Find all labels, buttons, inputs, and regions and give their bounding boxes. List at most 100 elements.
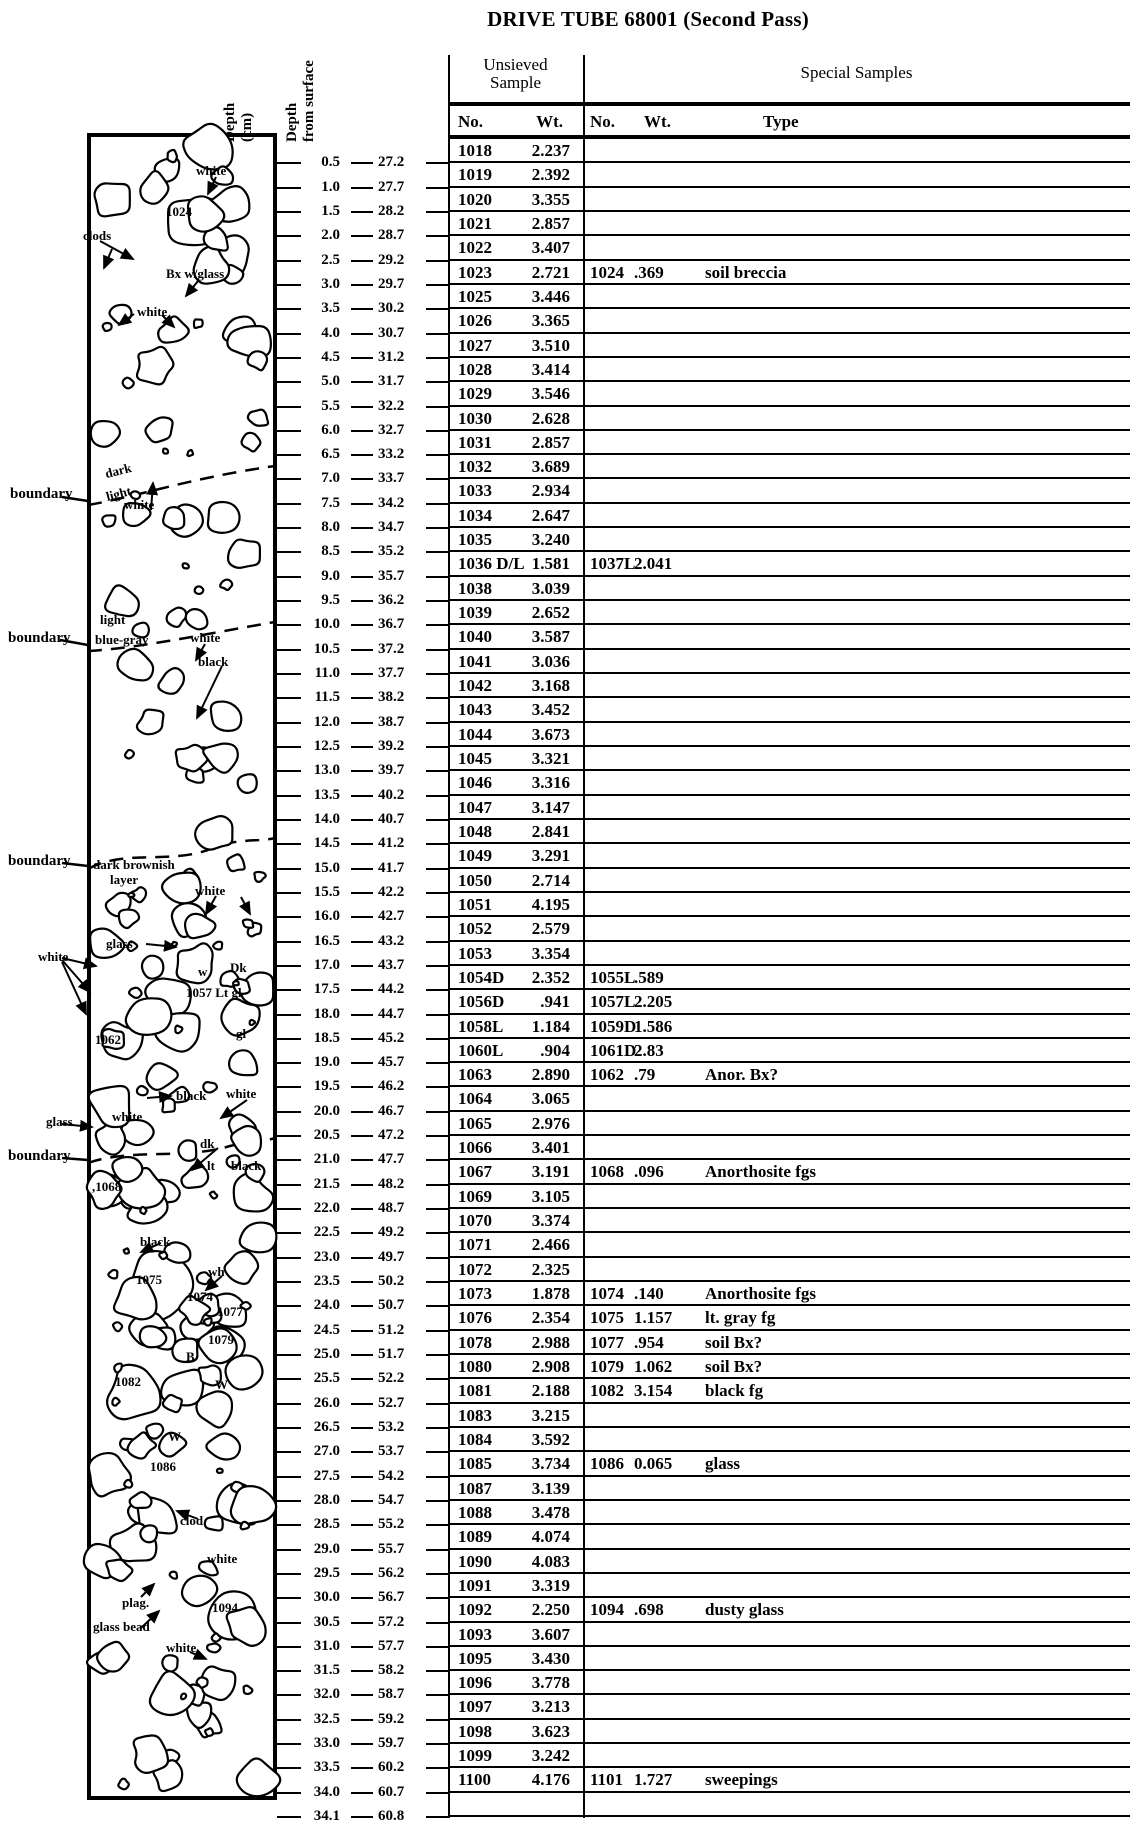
- sketch-label: white: [195, 883, 226, 898]
- tick-mark-left: [277, 1183, 301, 1186]
- tick-mark-right: [426, 162, 448, 165]
- special-type: black fg: [705, 1381, 764, 1401]
- table-row: 1100 4.176 1101 1.727 sweepings: [448, 1768, 1130, 1793]
- tick-mark-left: [277, 1597, 301, 1600]
- depth-surface-value: 36.7: [378, 616, 405, 633]
- unsieved-no: 1064: [458, 1089, 492, 1109]
- tick-dash: [351, 1597, 373, 1600]
- table-row: 1019 2.392: [448, 163, 1130, 188]
- depth-cm-value: 22.0: [313, 1200, 340, 1217]
- depth-cm-value: 33.0: [313, 1735, 340, 1752]
- tick-mark-left: [277, 916, 301, 919]
- unsieved-no: 1018: [458, 141, 492, 160]
- tick-mark-right: [426, 381, 448, 384]
- unsieved-no: 1060L: [458, 1040, 504, 1060]
- tick-mark-left: [277, 1548, 301, 1551]
- unsieved-wt: 3.414: [531, 359, 570, 379]
- unsieved-no: 1084: [458, 1429, 492, 1449]
- depth-tick-row: 6.0 32.7: [0, 422, 450, 440]
- depth-surface-value: 59.2: [378, 1710, 405, 1727]
- unsieved-wt: 3.242: [531, 1746, 570, 1766]
- table-row: 1049 3.291: [448, 844, 1130, 869]
- table-row: 1076 2.354 1075 1.157 lt. gray fg: [448, 1306, 1130, 1331]
- unsieved-wt: 2.352: [531, 967, 570, 987]
- table-row: 1089 4.074: [448, 1525, 1130, 1550]
- tick-mark-left: [277, 1329, 301, 1332]
- unsieved-wt: 2.628: [531, 408, 570, 428]
- tick-mark-right: [426, 527, 448, 530]
- depth-tick-row: 28.0 54.7: [0, 1492, 450, 1510]
- depth-cm-value: 18.0: [313, 1005, 340, 1022]
- unsieved-no: 1069: [458, 1186, 492, 1206]
- depth-tick-row: 12.0 38.7: [0, 714, 450, 732]
- special-type: dusty glass: [705, 1600, 784, 1620]
- table-row: 1036 D/L 1.581 1037L 2.041: [448, 552, 1130, 577]
- table-row: [448, 1793, 1130, 1818]
- unsieved-wt: 3.139: [531, 1478, 570, 1498]
- sketch-label: 1057 Lt gl: [186, 985, 242, 1000]
- tick-mark-left: [277, 1354, 301, 1356]
- table-row: 1039 2.652: [448, 601, 1130, 626]
- unsieved-no: 1058L: [458, 1016, 504, 1036]
- depth-surface-value: 37.2: [378, 640, 405, 657]
- depth-surface-value: 55.2: [378, 1516, 405, 1533]
- depth-tick-row: 22.5 49.2: [0, 1224, 450, 1242]
- tick-dash: [351, 721, 373, 724]
- depth-tick-row: 3.0 29.7: [0, 276, 450, 294]
- tick-mark-right: [426, 210, 448, 213]
- table-row: 1090 4.083: [448, 1550, 1130, 1574]
- tick-mark-right: [426, 1816, 448, 1819]
- depth-cm-value: 21.5: [313, 1175, 340, 1192]
- tick-dash: [351, 916, 373, 919]
- tick-mark-right: [426, 770, 448, 773]
- depth-cm-value: 18.5: [313, 1029, 340, 1046]
- depth-cm-value: 24.5: [313, 1321, 340, 1338]
- sketch-label: layer: [110, 872, 139, 887]
- tick-mark-left: [277, 235, 301, 238]
- tick-mark-right: [426, 1645, 448, 1648]
- depth-tick-row: 7.5 34.2: [0, 495, 450, 513]
- depth-cm-value: 16.5: [313, 932, 340, 949]
- unsieved-no: 1049: [458, 846, 492, 866]
- unsieved-wt: 3.587: [531, 627, 570, 647]
- depth-cm-value: 29.0: [313, 1540, 340, 1557]
- tick-mark-right: [426, 648, 448, 651]
- special-type: soil Bx?: [705, 1332, 763, 1352]
- tick-dash: [351, 1037, 373, 1040]
- unsieved-no: 1097: [458, 1697, 492, 1717]
- tick-dash: [351, 1378, 373, 1381]
- depth-cm-value: 1.5: [321, 202, 340, 219]
- unsieved-no: 1067: [458, 1162, 492, 1182]
- table-row: 1058L 1.184 1059D 1.586: [448, 1015, 1130, 1039]
- tick-mark-left: [277, 1621, 301, 1624]
- special-wt: .954: [634, 1332, 664, 1352]
- depth-surface-value: 37.7: [378, 665, 405, 682]
- tick-dash: [351, 1621, 373, 1624]
- depth-surface-value: 49.7: [378, 1248, 405, 1265]
- depth-cm-value: 29.5: [313, 1564, 340, 1581]
- unsieved-wt: 2.237: [531, 141, 570, 160]
- table-row: 1096 3.778: [448, 1671, 1130, 1696]
- sketch-label: 1094: [212, 1600, 238, 1615]
- tick-mark-left: [277, 308, 301, 311]
- special-no: 1094: [590, 1600, 624, 1620]
- sketch-label: black: [231, 1158, 262, 1173]
- tick-dash: [351, 186, 373, 189]
- depth-tick-row: 2.0 28.7: [0, 227, 450, 245]
- tick-dash: [351, 1670, 373, 1673]
- special-no: 1057L: [590, 992, 636, 1012]
- tick-mark-right: [426, 964, 448, 967]
- depth-tick-row: 31.5 58.2: [0, 1662, 450, 1680]
- tick-dash: [351, 940, 373, 943]
- depth-surface-value: 47.2: [378, 1127, 405, 1144]
- tick-mark-right: [426, 1232, 448, 1235]
- tick-dash: [351, 1062, 373, 1065]
- tick-mark-left: [277, 259, 301, 262]
- unsieved-wt: 2.934: [531, 481, 570, 501]
- tick-dash: [351, 235, 373, 238]
- unsieved-wt: .904: [540, 1040, 570, 1060]
- depth-tick-row: 34.1 60.8: [0, 1808, 450, 1826]
- tick-mark-left: [277, 454, 301, 457]
- tick-mark-right: [426, 1743, 448, 1746]
- tick-mark-right: [426, 721, 448, 724]
